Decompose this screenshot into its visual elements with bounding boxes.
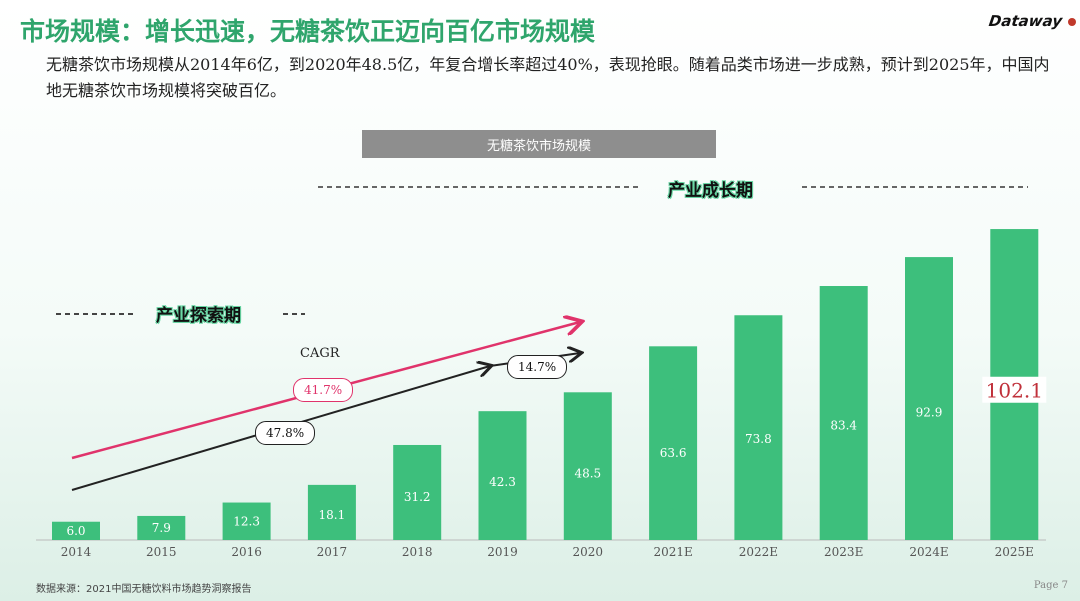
bar-value-label: 102.1 [986, 379, 1043, 403]
bar-2022E [734, 315, 783, 540]
x-tick-label: 2021E [653, 545, 692, 559]
cagr-black-short-value: 14.7% [507, 355, 568, 379]
bar-2017 [307, 484, 356, 540]
bar-value-label: 48.5 [574, 467, 601, 481]
bar-value-label: 6.0 [66, 524, 85, 538]
x-tick-label: 2020 [573, 545, 604, 559]
bar-value-label: 31.2 [404, 490, 431, 504]
bar-2020 [563, 392, 612, 540]
bar-2019 [478, 411, 527, 540]
x-tick-label: 2023E [824, 545, 863, 559]
x-tick-label: 2015 [146, 545, 177, 559]
bar-2021E [649, 346, 698, 540]
bar-labels-group: 6.0 7.9 12.3 18.1 31.2 42.3 48.5 63.6 73.8 83.4 92… [66, 376, 1047, 538]
bar-value-label: 73.8 [745, 432, 772, 446]
bar-2016 [222, 502, 271, 540]
bar-2015 [137, 515, 186, 540]
cagr-pink-value: 41.7% [293, 378, 354, 402]
stage-label-explore: 产业探索期 [156, 306, 241, 326]
page-subtitle: 无糖茶饮市场规模从2014年6亿，到2020年48.5亿，年复合增长率超过40%… [46, 55, 1050, 100]
data-source: 数据来源：2021中国无糖饮料市场趋势洞察报告 [36, 584, 252, 595]
cagr-label: CAGR [300, 346, 340, 361]
x-tick-label: 2016 [231, 545, 262, 559]
highlight-label-bg [982, 376, 1047, 403]
bar-value-label: 92.9 [916, 406, 943, 420]
bar-2024E [905, 257, 953, 540]
bar-2023E [819, 286, 868, 540]
bars-group [52, 229, 1039, 541]
x-tick-label: 2018 [402, 545, 433, 559]
bar-value-label: 42.3 [489, 475, 516, 489]
bar-value-label: 12.3 [233, 514, 260, 528]
page-number: Page 7 [1033, 580, 1068, 591]
logo-dot-icon [1068, 18, 1076, 26]
page-title: 市场规模：增长迅速，无糖茶饮正迈向百亿市场规模 [20, 17, 596, 46]
x-tick-label: 2017 [317, 545, 348, 559]
x-tick-label: 2014 [61, 545, 92, 559]
chart-title: 无糖茶饮市场规模 [362, 130, 716, 158]
x-tick-label: 2019 [487, 545, 518, 559]
cagr-black-long-value: 47.8% [255, 421, 316, 445]
bar-2018 [393, 444, 442, 540]
bar-value-label: 83.4 [830, 419, 857, 433]
bar-value-label: 63.6 [660, 446, 687, 460]
x-tick-labels-group: 2014 2015 2016 2017 2018 2019 2020 2021E 2022E 20… [61, 545, 1034, 559]
x-tick-label: 2024E [909, 545, 948, 559]
bar-2014 [52, 521, 100, 540]
x-tick-label: 2022E [739, 545, 778, 559]
stage-label-growth: 产业成长期 [668, 181, 753, 201]
bar-value-label: 7.9 [152, 521, 171, 535]
x-tick-label: 2025E [995, 545, 1034, 559]
bar-value-label: 18.1 [319, 508, 346, 522]
